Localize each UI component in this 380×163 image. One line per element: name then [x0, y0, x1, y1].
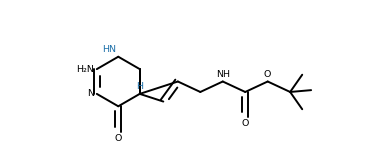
Text: O: O	[242, 119, 249, 128]
Text: O: O	[115, 134, 122, 143]
Text: NH: NH	[216, 70, 230, 79]
Text: H: H	[136, 82, 143, 91]
Text: H₂N: H₂N	[76, 65, 93, 74]
Text: HN: HN	[102, 45, 116, 54]
Text: O: O	[264, 70, 271, 79]
Text: N: N	[87, 89, 94, 98]
